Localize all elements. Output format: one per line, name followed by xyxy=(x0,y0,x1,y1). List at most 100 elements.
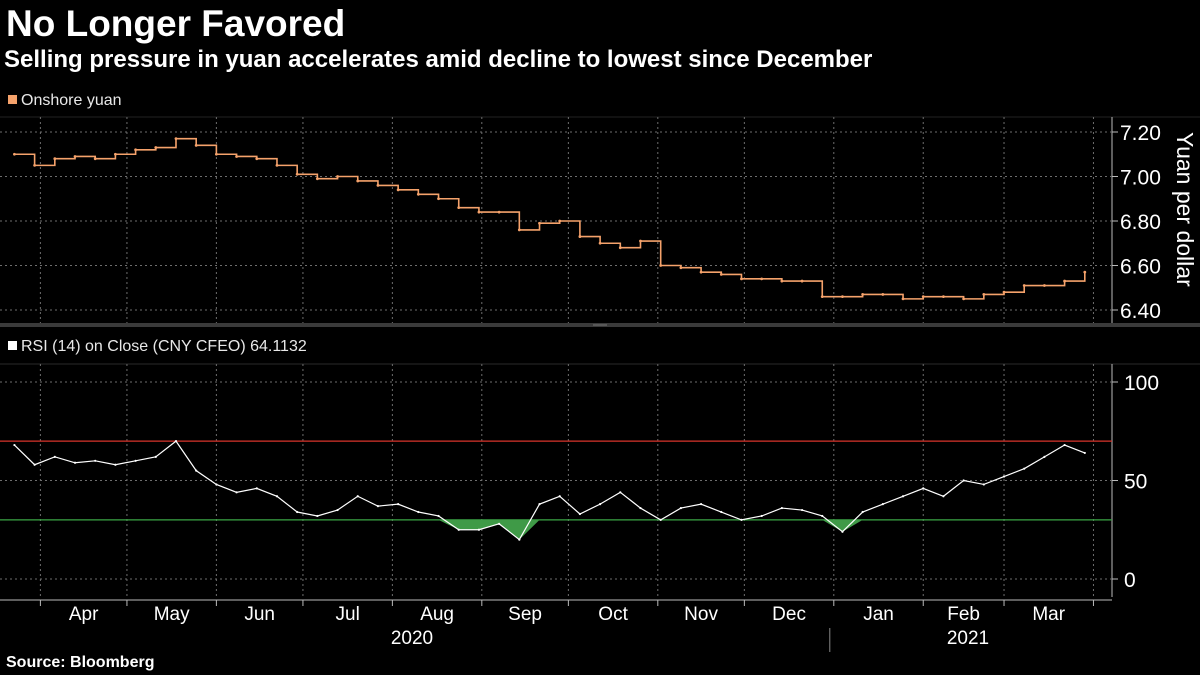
onshore-yuan-point xyxy=(800,279,804,283)
rsi-legend-swatch xyxy=(8,341,17,350)
onshore-yuan-point xyxy=(356,179,360,183)
onshore-yuan-point xyxy=(962,297,966,301)
onshore-yuan-point xyxy=(861,293,865,296)
rsi-point xyxy=(1063,443,1066,447)
rsi-point xyxy=(477,528,481,531)
chart-title: No Longer Favored xyxy=(6,3,346,44)
rsi-point xyxy=(659,518,662,522)
onshore-yuan-point xyxy=(901,297,905,301)
rsi-point xyxy=(518,538,521,541)
rsi-point xyxy=(942,495,945,498)
onshore-yuan-point xyxy=(942,295,945,299)
rsi-point xyxy=(275,495,279,498)
rsi-point xyxy=(316,514,319,518)
rsi-point xyxy=(962,479,965,482)
rsi-point xyxy=(821,514,824,518)
rsi-point xyxy=(841,530,844,533)
onshore-yuan-point xyxy=(235,155,238,158)
x-tick-label: Jul xyxy=(336,604,360,625)
rsi-point xyxy=(639,506,642,510)
onshore-yuan-point xyxy=(134,148,138,152)
onshore-yuan-point xyxy=(618,246,622,250)
onshore-yuan-point xyxy=(214,152,218,156)
rsi-point xyxy=(881,503,884,506)
onshore-yuan-point xyxy=(437,197,440,201)
onshore-yuan-point xyxy=(1022,284,1026,287)
rsi-point xyxy=(1023,467,1026,470)
onshore-yuan-point xyxy=(315,177,319,181)
onshore-yuan-point xyxy=(1002,290,1006,294)
rsi-point xyxy=(699,503,703,506)
x-tick-label: Feb xyxy=(947,604,980,625)
price-y-tick-label: 6.40 xyxy=(1120,300,1161,323)
price-y-tick-label: 7.20 xyxy=(1120,122,1161,145)
onshore-yuan-point xyxy=(497,210,501,214)
rsi-point xyxy=(599,503,602,506)
onshore-yuan-point xyxy=(114,152,117,156)
price-y-tick-label: 6.80 xyxy=(1120,211,1161,234)
price-legend-swatch xyxy=(8,95,17,104)
rsi-point xyxy=(417,510,420,514)
rsi-point xyxy=(538,503,541,506)
x-tick-label: Jun xyxy=(244,604,275,625)
rsi-point xyxy=(780,506,783,510)
rsi-point xyxy=(356,495,359,498)
rsi-point xyxy=(195,469,198,472)
rsi-point xyxy=(922,487,925,490)
rsi-legend: RSI (14) on Close (CNY CFEO) 64.1132 xyxy=(8,337,307,357)
onshore-yuan-point xyxy=(639,239,642,243)
onshore-yuan-point xyxy=(780,279,784,283)
rsi-point xyxy=(73,461,77,464)
rsi-point xyxy=(255,487,258,490)
onshore-yuan-point xyxy=(679,266,683,270)
rsi-point xyxy=(174,440,178,443)
rsi-point xyxy=(1002,475,1006,478)
onshore-yuan-point xyxy=(820,295,824,299)
onshore-yuan-point xyxy=(578,235,582,238)
onshore-yuan-line xyxy=(14,137,1086,300)
rsi-point xyxy=(982,483,985,486)
rsi-line xyxy=(14,440,1086,541)
rsi-point xyxy=(437,514,440,518)
chart-subtitle: Selling pressure in yuan accelerates ami… xyxy=(4,46,873,73)
onshore-yuan-point xyxy=(416,192,420,196)
onshore-yuan-point xyxy=(457,206,461,210)
rsi-point xyxy=(619,491,622,494)
year-label-2020: 2020 xyxy=(391,628,433,649)
onshore-yuan-point xyxy=(53,157,57,161)
onshore-yuan-point xyxy=(659,264,663,267)
rsi-point xyxy=(13,443,16,447)
price-legend: Onshore yuan xyxy=(8,91,122,111)
rsi-point xyxy=(134,459,137,462)
onshore-yuan-point xyxy=(517,228,521,232)
rsi-y-tick-label: 0 xyxy=(1124,569,1136,592)
rsi-point xyxy=(336,508,339,512)
onshore-yuan-point xyxy=(598,241,602,245)
rsi-point xyxy=(235,491,238,494)
rsi-point xyxy=(679,506,682,510)
x-tick-label: Jan xyxy=(863,604,894,625)
onshore-yuan-point xyxy=(538,221,541,225)
onshore-yuan-point xyxy=(275,163,279,167)
onshore-yuan-point xyxy=(174,137,178,141)
rsi-oversold-area xyxy=(14,519,1085,540)
source-note: Source: Bloomberg xyxy=(6,654,155,671)
onshore-yuan-point xyxy=(841,295,844,299)
onshore-yuan-point xyxy=(740,277,743,281)
x-tick-label: Apr xyxy=(69,604,99,625)
x-tick-label: Sep xyxy=(508,604,542,625)
rsi-point xyxy=(114,463,117,466)
rsi-point xyxy=(33,463,36,466)
onshore-yuan-point xyxy=(336,175,339,178)
price-y-axis-label: Yuan per dollar xyxy=(1172,132,1198,287)
rsi-point xyxy=(740,518,743,522)
rsi-point xyxy=(760,514,763,518)
x-tick-label: Mar xyxy=(1032,604,1065,625)
x-tick-label: Oct xyxy=(598,604,628,625)
year-label-2021: 2021 xyxy=(947,628,989,649)
rsi-legend-label: RSI (14) on Close (CNY CFEO) 64.1132 xyxy=(21,338,307,355)
rsi-point xyxy=(1083,451,1086,455)
onshore-yuan-point xyxy=(396,188,400,192)
price-y-tick-label: 7.00 xyxy=(1120,167,1161,190)
rsi-point xyxy=(53,455,56,458)
